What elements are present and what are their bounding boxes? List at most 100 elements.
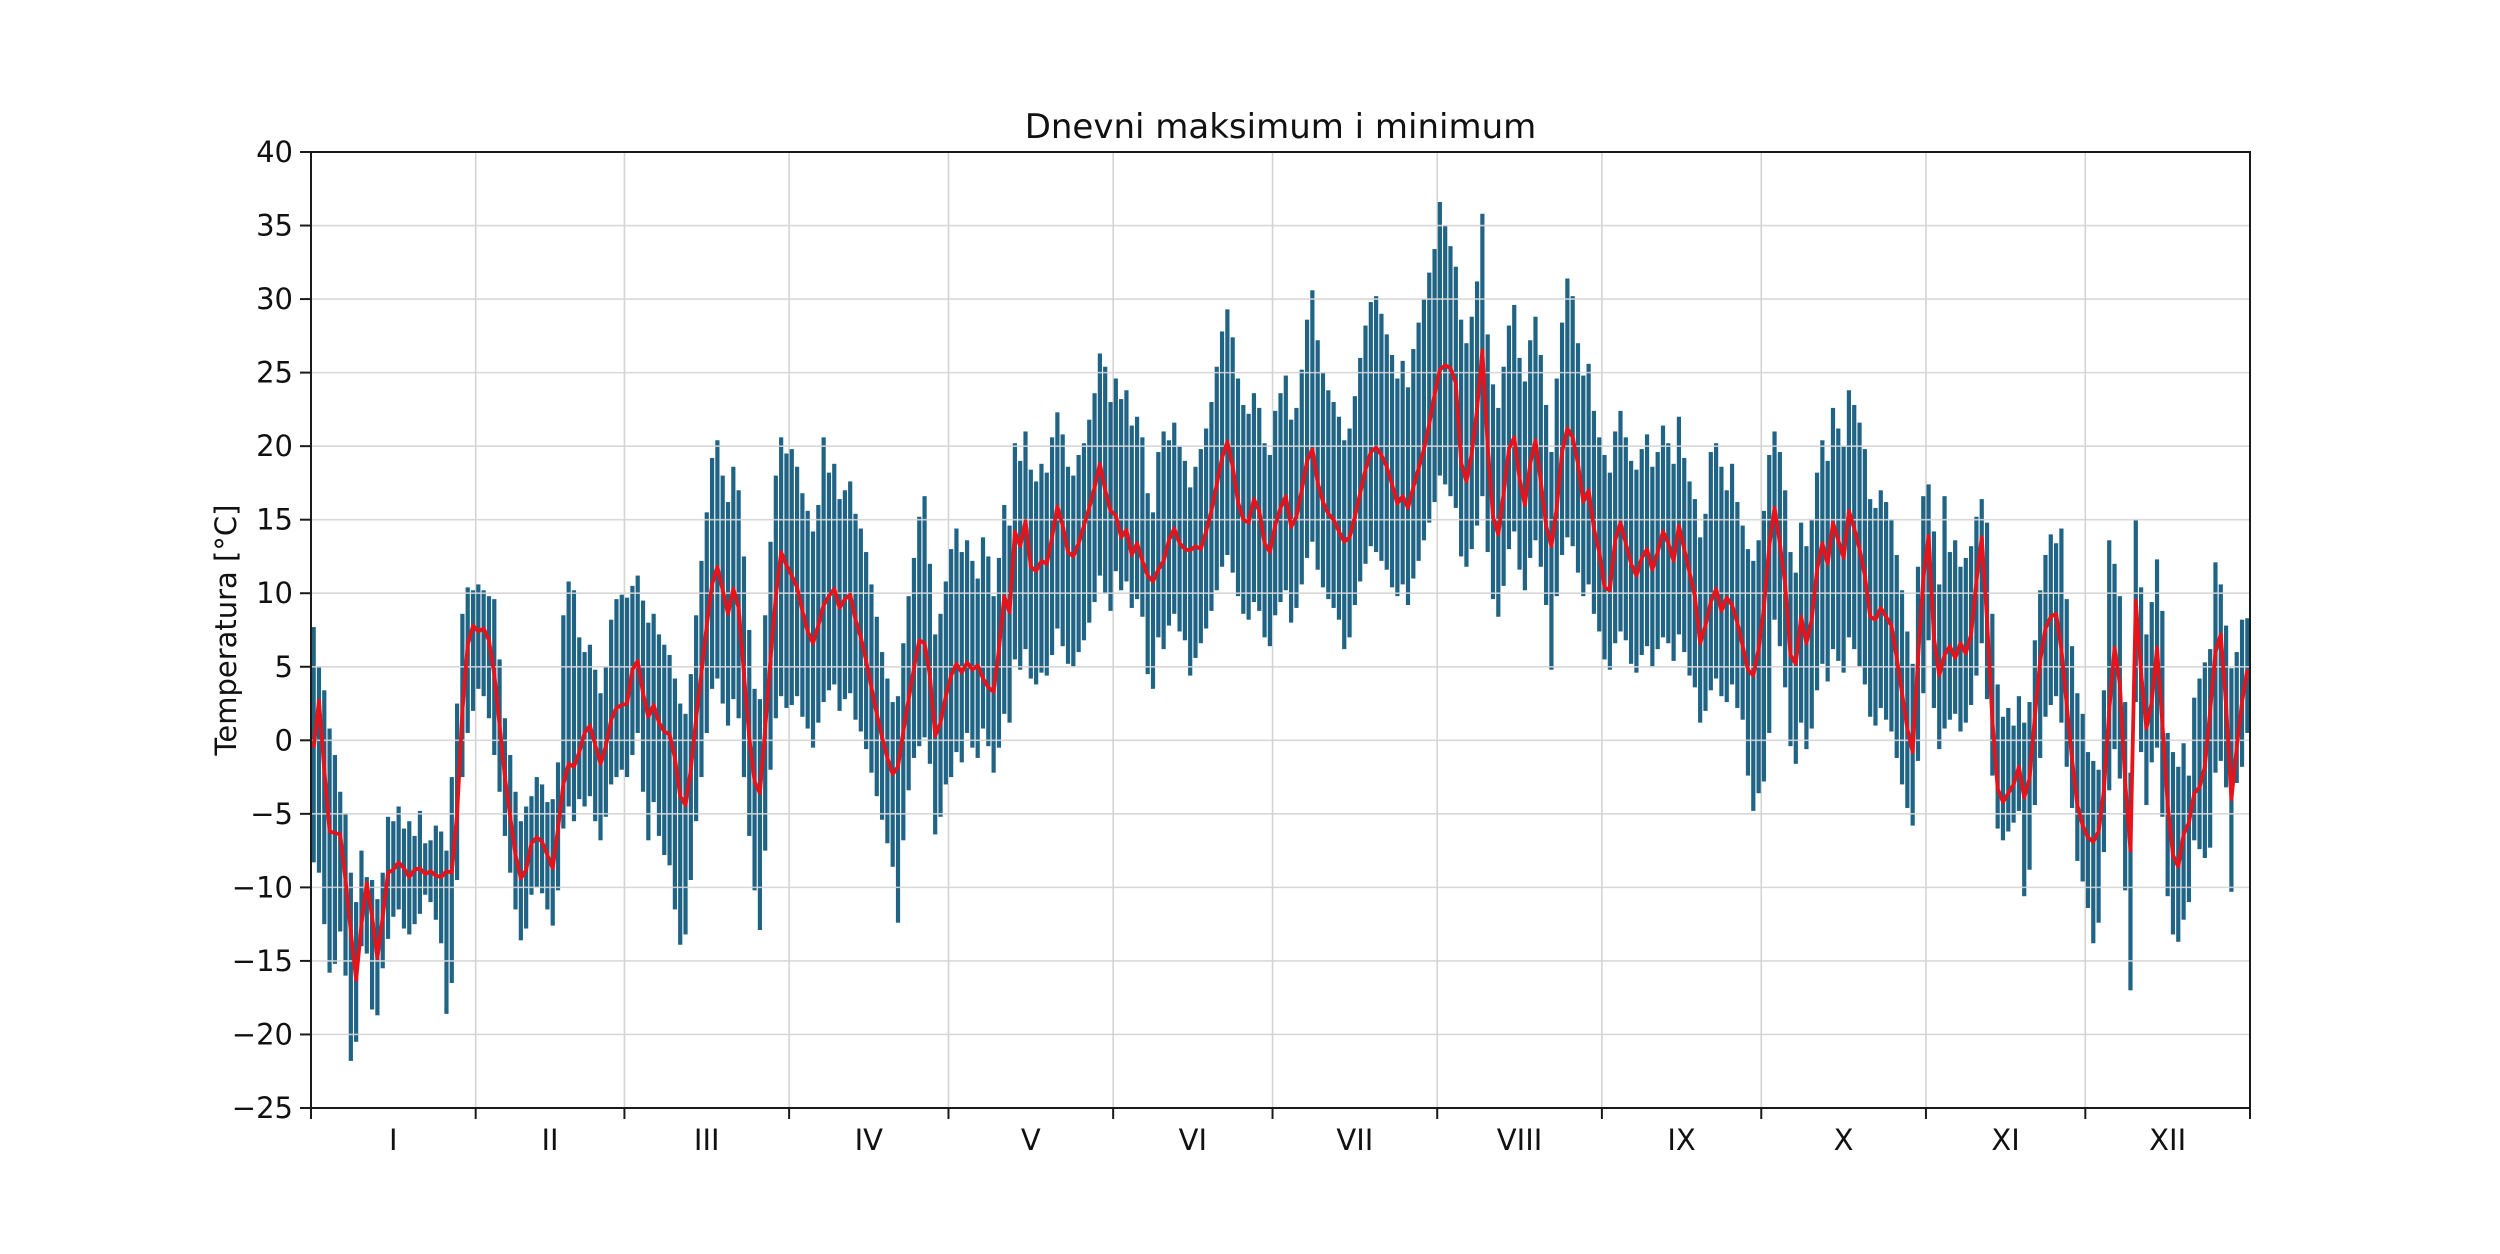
day-range-bar: [1714, 443, 1719, 679]
day-range-bar: [614, 599, 619, 778]
day-range-bar: [672, 678, 677, 910]
day-range-bar: [1793, 572, 1798, 764]
day-range-bar: [2059, 528, 2064, 723]
day-range-bar: [2027, 702, 2032, 870]
day-range-bar: [2075, 693, 2080, 861]
day-range-bar: [1761, 510, 1767, 782]
day-range-bar: [1538, 354, 1543, 567]
day-range-bar: [561, 615, 566, 829]
day-range-bar: [2085, 752, 2091, 908]
day-range-bar: [1273, 410, 1278, 616]
y-tick-label: 30: [256, 282, 293, 316]
day-range-bar: [1884, 502, 1889, 720]
day-range-bar: [2107, 540, 2112, 791]
day-range-bar: [332, 755, 338, 964]
day-range-bar: [338, 791, 343, 932]
day-range-bar: [1092, 393, 1097, 603]
day-range-bar: [1804, 546, 1809, 750]
day-range-bar: [890, 702, 895, 867]
day-range-bar: [2197, 678, 2202, 850]
mean-temperature-line: [311, 348, 2250, 982]
axis-ticks: [300, 151, 2251, 1119]
day-range-bar: [1310, 290, 1315, 542]
day-range-bar: [1172, 422, 1177, 614]
day-range-bar: [481, 590, 486, 697]
day-range-bar: [1995, 684, 2000, 829]
day-range-bar: [598, 693, 603, 841]
day-range-bar: [922, 496, 927, 738]
x-tick-label-month: IX: [1667, 1123, 1695, 1157]
day-range-bar: [1007, 525, 1012, 723]
day-range-bar: [1368, 302, 1373, 547]
day-range-bar: [1544, 404, 1549, 605]
day-range-bar: [2016, 696, 2022, 811]
day-range-bar: [1018, 460, 1023, 670]
day-range-bar: [1512, 304, 1517, 532]
day-range-bar: [1103, 366, 1108, 594]
day-range-bar: [927, 563, 932, 764]
day-range-bar: [1958, 566, 1963, 732]
day-range-bar: [667, 655, 672, 866]
day-range-bar: [752, 688, 757, 891]
day-range-bar: [1023, 431, 1028, 650]
day-range-bar: [980, 537, 986, 729]
day-range-bar: [609, 619, 614, 785]
x-tick-label-month: XI: [1991, 1123, 2019, 1157]
day-range-bar: [1081, 443, 1087, 641]
day-range-bar: [359, 850, 364, 947]
day-range-bar: [1161, 431, 1166, 650]
day-range-bar: [1166, 440, 1172, 626]
day-range-bar: [954, 528, 959, 753]
x-tick-label-month: III: [694, 1123, 720, 1157]
day-range-bar: [1065, 466, 1071, 664]
day-range-bar: [1825, 460, 1830, 682]
day-range-bar: [1235, 378, 1241, 597]
day-range-bar: [1772, 431, 1777, 620]
day-range-bar: [1740, 525, 1745, 720]
day-range-bar: [1528, 340, 1533, 558]
day-range-bar: [826, 472, 832, 691]
day-range-bar: [619, 594, 624, 770]
day-range-bar: [476, 584, 481, 689]
day-range-bar: [635, 575, 640, 733]
day-range-bar: [858, 528, 863, 732]
day-range-bar: [2091, 760, 2096, 944]
day-range-bar: [1644, 434, 1650, 647]
day-range-bar: [646, 622, 651, 841]
day-range-bar: [412, 835, 417, 925]
day-range-bar: [1241, 404, 1246, 614]
day-range-bar: [1140, 437, 1145, 617]
y-tick-label: 0: [275, 723, 293, 757]
day-range-bar: [1464, 343, 1469, 567]
y-tick-label: 40: [256, 135, 293, 169]
day-range-bar: [1729, 463, 1735, 685]
day-range-bar: [364, 877, 369, 954]
day-range-bar: [1395, 378, 1400, 597]
day-range-bar: [449, 777, 454, 983]
day-range-bar: [970, 560, 975, 748]
y-tick-label: −5: [250, 797, 293, 831]
x-tick-label-month: V: [1021, 1123, 1041, 1157]
day-range-bar: [1549, 452, 1554, 670]
day-range-bar: [1421, 299, 1427, 541]
day-range-bar: [1331, 402, 1336, 608]
day-range-bar: [1230, 337, 1235, 573]
daily-min-max-bars: [311, 202, 2250, 1061]
day-range-bar: [848, 481, 853, 694]
day-range-bar: [1384, 334, 1389, 570]
day-range-bar: [678, 703, 683, 945]
day-range-bar: [1708, 452, 1713, 691]
day-range-bar: [2096, 769, 2101, 923]
y-tick-label: −15: [232, 944, 293, 978]
day-range-bar: [2218, 584, 2223, 761]
day-range-bar: [1559, 322, 1565, 555]
day-range-bar: [683, 713, 688, 935]
day-range-bar: [895, 696, 901, 923]
y-tick-label: 35: [256, 209, 293, 243]
day-range-bar: [1129, 425, 1134, 608]
x-tick-labels: I II III IV V VI VII VIII IX X XI XII: [389, 1123, 2186, 1157]
day-range-bar: [401, 828, 407, 929]
day-range-bar: [2006, 707, 2011, 832]
day-range-bar: [1363, 325, 1368, 564]
